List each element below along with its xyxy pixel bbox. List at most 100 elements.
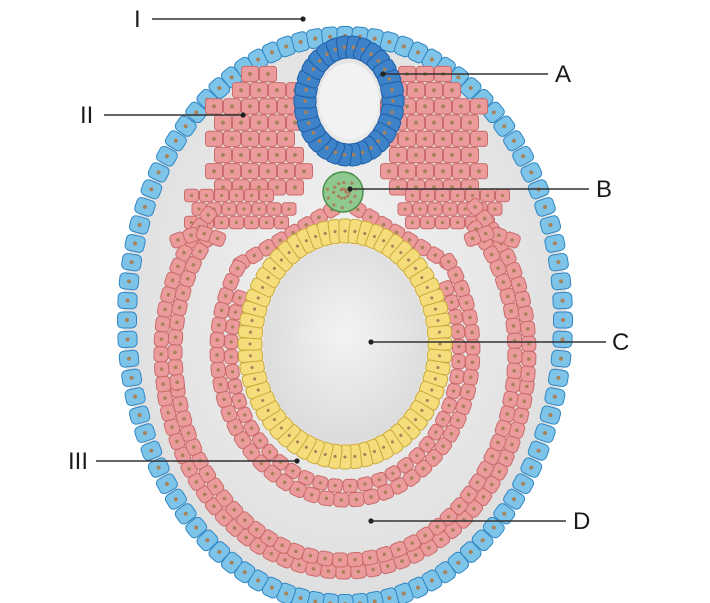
- somatic-cell-nucleus: [232, 526, 237, 530]
- ectoderm-cell-nucleus: [284, 44, 289, 49]
- somatic-cell-nucleus: [222, 496, 227, 501]
- endoderm-cell-nucleus: [287, 433, 291, 437]
- ectoderm-cell: [547, 252, 569, 272]
- somatic-cell-nucleus: [466, 492, 471, 497]
- somite-right-cell-nucleus: [477, 104, 481, 109]
- somite-left-cell-nucleus: [257, 185, 261, 190]
- intermediate-right-cell-nucleus: [440, 220, 445, 225]
- somite-right-cell-nucleus: [414, 88, 418, 93]
- somatic-cell-nucleus: [254, 527, 259, 532]
- ectoderm-cell-nucleus: [256, 578, 261, 583]
- endoderm-cell: [239, 359, 265, 376]
- fold-left-cell: [195, 225, 214, 243]
- endoderm-cell-nucleus: [323, 231, 327, 236]
- splanchnic-cell-nucleus: [237, 399, 241, 403]
- somite-right-cell: [398, 130, 416, 147]
- splanchnic-cell-nucleus: [449, 431, 454, 436]
- fold-left-cell-nucleus: [215, 236, 220, 241]
- splanchnic-cell: [231, 392, 248, 410]
- splanchnic-cell-nucleus: [403, 463, 408, 467]
- intermediate-right-cell: [487, 202, 503, 216]
- splanchnic-cell-nucleus: [461, 404, 466, 409]
- somatic-cell-nucleus: [163, 396, 167, 400]
- splanchnic-cell-nucleus: [238, 296, 242, 300]
- splanchnic-cell-nucleus: [291, 230, 295, 235]
- somatic-cell-nucleus: [173, 350, 177, 355]
- leader-III-dot: [294, 458, 300, 464]
- ectoderm-cell-nucleus: [183, 511, 188, 516]
- somatic-cell: [520, 365, 536, 383]
- label-II: II: [80, 102, 93, 129]
- somatic-cell-nucleus: [212, 504, 216, 509]
- endoderm-cell-nucleus: [353, 454, 357, 458]
- endoderm-cell-nucleus: [407, 426, 411, 430]
- somite-right-cell: [470, 163, 488, 180]
- somite-left-cell-nucleus: [257, 120, 261, 125]
- somatic-cell-nucleus: [475, 480, 480, 485]
- intermediate-left-cell: [199, 188, 214, 203]
- somite-left-cell-nucleus: [275, 153, 279, 157]
- somatic-cell: [506, 362, 522, 380]
- somite-left-cell: [259, 98, 277, 115]
- endoderm-layer: [237, 218, 453, 470]
- intermediate-right-cell: [435, 215, 450, 230]
- neural-tube-cell-nucleus: [317, 139, 322, 143]
- neural-tube-cell-nucleus: [342, 152, 347, 157]
- endoderm-cell-nucleus: [272, 418, 276, 422]
- somite-left-cell-nucleus: [212, 169, 216, 174]
- splanchnic-cell-nucleus: [233, 384, 237, 389]
- somatic-cell-nucleus: [280, 543, 285, 548]
- ectoderm-cell: [128, 215, 151, 235]
- somite-right-cell-nucleus: [414, 120, 418, 125]
- fold-left-cell: [208, 229, 227, 247]
- splanchnic-cell-nucleus: [265, 245, 270, 250]
- ectoderm-cell: [196, 529, 219, 552]
- ectoderm-cell-nucleus: [313, 599, 318, 603]
- somite-right-cell: [425, 146, 443, 164]
- intermediate-left-cell-nucleus: [189, 193, 194, 198]
- somatic-cell-nucleus: [323, 556, 327, 561]
- ectoderm-cell-nucleus: [173, 497, 178, 502]
- neural-tube-cell-nucleus: [325, 52, 329, 57]
- intermediate-left-cell: [214, 188, 229, 203]
- splanchnic-cell: [210, 316, 227, 334]
- intermediate-left-cell-nucleus: [242, 207, 246, 211]
- somatic-cell-nucleus: [356, 569, 361, 574]
- somite-right-cell-nucleus: [405, 169, 409, 174]
- somite-right-cell: [443, 114, 461, 131]
- somatic-cell-nucleus: [427, 545, 431, 550]
- endoderm-cell-nucleus: [279, 426, 283, 430]
- somite-right-cell-nucleus: [459, 169, 463, 174]
- somatic-cell: [169, 314, 185, 331]
- neural-tube-cell-nucleus: [382, 67, 387, 72]
- ectoderm-cell-nucleus: [491, 110, 496, 115]
- splanchnic-cell-nucleus: [258, 438, 262, 443]
- ectoderm-cell-nucleus: [142, 431, 148, 436]
- ectoderm-cell: [185, 101, 208, 124]
- somite-left-cell: [277, 130, 295, 147]
- splanchnic-cell: [333, 492, 350, 508]
- splanchnic-cell: [450, 323, 466, 340]
- somatic-cell: [505, 317, 522, 335]
- splanchnic-cell: [464, 324, 480, 341]
- ectoderm-cell: [147, 162, 170, 183]
- ectoderm-cell: [493, 503, 516, 525]
- intermediate-right-cell-nucleus: [455, 220, 460, 225]
- ectoderm-cell-nucleus: [502, 124, 507, 129]
- splanchnic-cell: [275, 473, 294, 492]
- somite-left-cell-nucleus: [239, 88, 243, 93]
- somatic-cell-nucleus: [519, 414, 523, 418]
- neural-tube-cell-nucleus: [304, 110, 308, 115]
- ectoderm-cell-nucleus: [156, 465, 161, 470]
- somatic-cell-nucleus: [185, 276, 190, 281]
- ectoderm-cell-nucleus: [387, 596, 392, 601]
- notochord-nucleus: [353, 194, 357, 198]
- ectoderm-cell-nucleus: [415, 585, 421, 590]
- somatic-cell-nucleus: [512, 368, 517, 373]
- intermediate-left-cell: [229, 188, 244, 203]
- ectoderm-cell-nucleus: [284, 591, 289, 596]
- intermediate-left-cell-nucleus: [234, 193, 239, 198]
- splanchnic-cell: [445, 383, 462, 400]
- endoderm-cell: [296, 434, 317, 460]
- somatic-cell-nucleus: [243, 518, 247, 523]
